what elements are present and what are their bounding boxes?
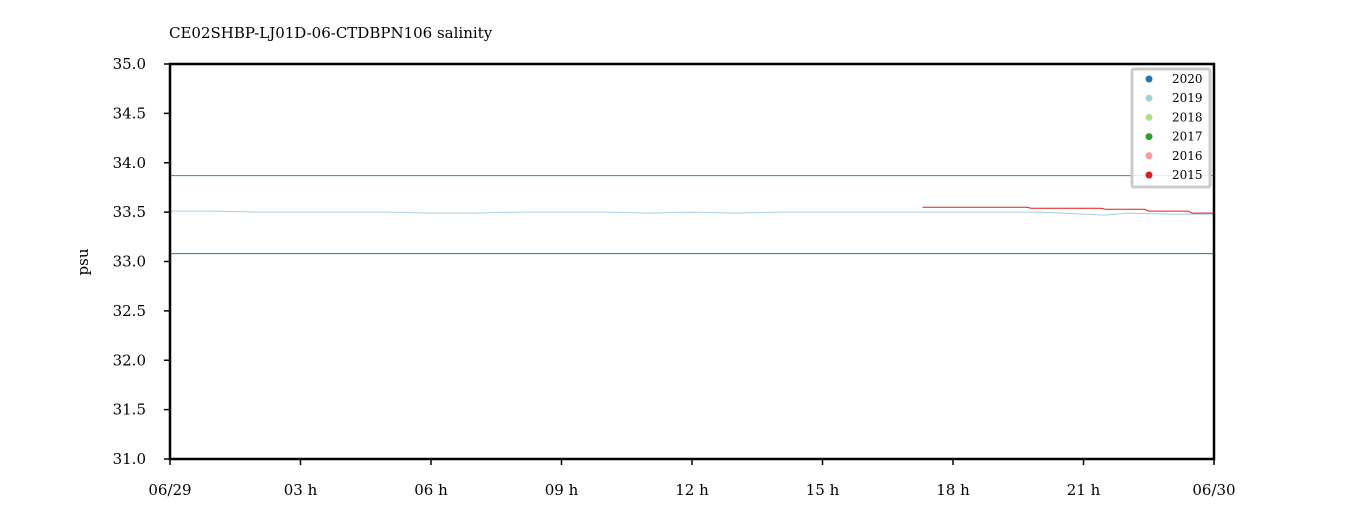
plot-frame — [168, 62, 1216, 461]
x-tick-label: 15 h — [806, 481, 840, 499]
x-tick-label: 03 h — [284, 481, 318, 499]
legend-label: 2017 — [1172, 130, 1203, 144]
x-tick-label: 06/30 — [1192, 481, 1235, 499]
y-tick-label: 32.0 — [113, 351, 146, 369]
legend-label: 2018 — [1172, 110, 1203, 124]
legend-label: 2016 — [1172, 149, 1203, 163]
x-tick-label: 06/29 — [148, 481, 191, 499]
legend-label: 2020 — [1172, 72, 1203, 86]
legend-marker-2018 — [1145, 113, 1153, 121]
x-tick-label: 18 h — [936, 481, 970, 499]
legend-marker-2015 — [1145, 171, 1153, 179]
y-tick-label: 31.5 — [113, 401, 146, 419]
series-line-2015 — [922, 206, 1214, 214]
x-tick-label: 06 h — [414, 481, 448, 499]
x-tick-label: 09 h — [545, 481, 579, 499]
y-tick-label: 35.0 — [113, 55, 146, 73]
chart-title: CE02SHBP-LJ01D-06-CTDBPN106 salinity — [169, 24, 493, 42]
y-tick-label: 33.0 — [113, 253, 146, 271]
y-tick-label: 34.5 — [113, 104, 146, 122]
x-tick-label: 12 h — [675, 481, 709, 499]
y-tick-label: 31.0 — [113, 450, 146, 468]
legend-label: 2019 — [1172, 91, 1203, 105]
y-axis-label: psu — [74, 248, 92, 275]
legend-marker-2016 — [1145, 152, 1153, 160]
series-line-2019 — [170, 210, 1214, 216]
legend-marker-2017 — [1145, 133, 1153, 141]
y-tick-label: 32.5 — [113, 302, 146, 320]
legend-label: 2015 — [1172, 168, 1203, 182]
legend-marker-2019 — [1145, 94, 1153, 102]
plot-area: 31.0 31.5 32.0 32.5 33.0 33.5 34.0 34.5 35.0 06/2… — [113, 55, 1236, 499]
legend-marker-2020 — [1145, 75, 1153, 83]
x-tick-label: 21 h — [1067, 481, 1101, 499]
legend: 2020 2019 2018 2017 2016 2015 — [1130, 67, 1212, 189]
y-tick-label: 33.5 — [113, 203, 146, 221]
y-tick-label: 34.0 — [113, 154, 146, 172]
